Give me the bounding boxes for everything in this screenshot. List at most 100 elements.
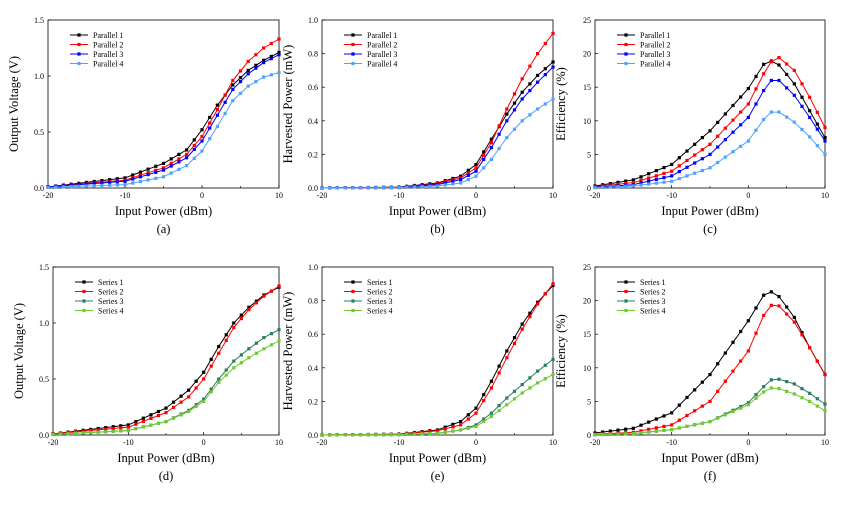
data-point bbox=[551, 31, 555, 36]
data-point bbox=[156, 421, 161, 425]
data-point bbox=[543, 102, 547, 106]
data-point bbox=[670, 169, 674, 173]
data-point bbox=[138, 179, 142, 184]
x-tick-label: -20 bbox=[590, 438, 601, 447]
legend-entry: Parallel 1 bbox=[367, 31, 397, 40]
legend-swatch-marker bbox=[82, 289, 86, 294]
data-point bbox=[247, 305, 251, 309]
data-point bbox=[328, 433, 332, 437]
data-point bbox=[320, 186, 324, 190]
data-point bbox=[762, 72, 766, 76]
data-point bbox=[81, 429, 85, 433]
data-point bbox=[474, 166, 478, 170]
legend-swatch-marker bbox=[624, 289, 628, 294]
data-point bbox=[194, 386, 198, 390]
data-point bbox=[254, 63, 258, 67]
data-point bbox=[716, 145, 720, 149]
y-axis-label: Harvested Power (mW) bbox=[281, 45, 295, 164]
data-point bbox=[723, 351, 727, 355]
data-point bbox=[769, 303, 773, 307]
data-point bbox=[520, 90, 524, 94]
series-2 bbox=[46, 37, 281, 189]
legend-swatch-marker bbox=[624, 33, 628, 37]
data-point bbox=[543, 73, 547, 77]
data-point bbox=[769, 110, 773, 114]
data-point bbox=[254, 301, 258, 305]
y-tick-label: 5 bbox=[587, 150, 591, 159]
data-point bbox=[512, 127, 517, 131]
data-point bbox=[823, 139, 827, 143]
data-point bbox=[192, 147, 196, 151]
data-point bbox=[685, 174, 689, 178]
data-point bbox=[536, 52, 540, 56]
series-line bbox=[52, 329, 280, 435]
series-3 bbox=[593, 78, 827, 189]
x-tick-label: -10 bbox=[123, 438, 134, 447]
y-tick-label: 1.0 bbox=[308, 16, 318, 25]
data-point bbox=[177, 160, 181, 164]
data-point bbox=[489, 386, 493, 390]
legend-entry: Series 2 bbox=[640, 288, 666, 297]
data-point bbox=[551, 60, 555, 64]
data-point bbox=[746, 102, 750, 106]
data-point bbox=[700, 148, 704, 152]
data-point bbox=[119, 426, 123, 430]
data-point bbox=[639, 431, 643, 435]
data-point bbox=[677, 164, 681, 168]
legend-entry: Parallel 2 bbox=[640, 41, 670, 50]
data-point bbox=[269, 41, 273, 46]
data-point bbox=[497, 371, 501, 375]
data-point bbox=[119, 429, 123, 433]
data-point bbox=[777, 387, 781, 391]
y-tick-label: 0.8 bbox=[308, 50, 318, 59]
y-tick-label: 15 bbox=[583, 330, 591, 339]
legend-swatch-marker bbox=[624, 280, 628, 284]
data-point bbox=[202, 397, 206, 401]
data-point bbox=[141, 416, 145, 420]
y-tick-label: 1.0 bbox=[308, 263, 318, 272]
data-point bbox=[693, 142, 697, 146]
data-point bbox=[800, 387, 804, 391]
data-point bbox=[777, 63, 781, 67]
data-point bbox=[451, 425, 455, 429]
data-point bbox=[164, 406, 168, 410]
data-point bbox=[428, 429, 432, 434]
data-point bbox=[81, 431, 85, 435]
data-point bbox=[262, 58, 266, 62]
data-point bbox=[77, 183, 81, 187]
data-point bbox=[647, 182, 651, 186]
data-point bbox=[177, 157, 181, 161]
data-point bbox=[179, 413, 183, 417]
data-point bbox=[708, 166, 712, 170]
legend-entry: Parallel 3 bbox=[93, 50, 123, 59]
data-point bbox=[223, 93, 227, 97]
data-point bbox=[141, 419, 145, 423]
data-point bbox=[459, 178, 463, 182]
data-point bbox=[723, 112, 727, 116]
data-point bbox=[731, 103, 735, 108]
data-point bbox=[232, 321, 236, 325]
y-tick-label: 1.0 bbox=[34, 72, 44, 81]
x-tick-label: 10 bbox=[549, 438, 557, 447]
data-point bbox=[662, 414, 666, 418]
data-point bbox=[489, 137, 493, 141]
data-point bbox=[792, 382, 796, 386]
data-point bbox=[246, 59, 250, 64]
data-point bbox=[374, 433, 378, 437]
panel-label: (e) bbox=[431, 469, 445, 483]
plot-frame bbox=[594, 266, 826, 436]
data-point bbox=[185, 152, 189, 156]
data-point bbox=[536, 302, 540, 306]
legend-swatch-marker bbox=[77, 61, 81, 66]
data-point bbox=[677, 170, 681, 174]
legend-swatch-marker bbox=[624, 52, 628, 56]
x-tick-label: 0 bbox=[202, 438, 206, 447]
data-point bbox=[754, 331, 758, 335]
legend-entry: Series 3 bbox=[367, 297, 393, 306]
data-point bbox=[808, 109, 812, 113]
data-point bbox=[217, 380, 221, 384]
plot-frame bbox=[321, 266, 554, 436]
data-point bbox=[123, 183, 127, 187]
